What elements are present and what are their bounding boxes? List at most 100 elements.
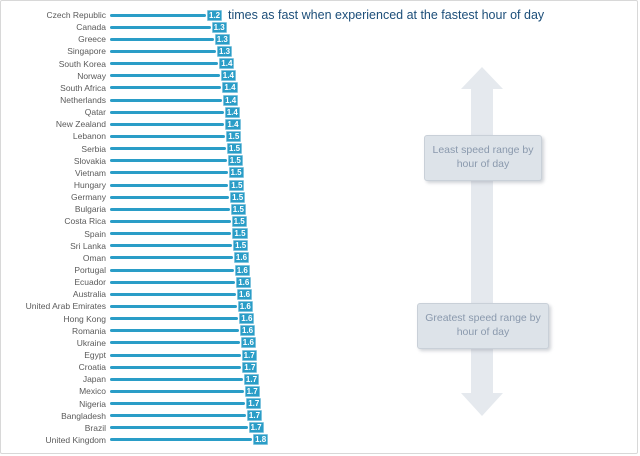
value-badge: 1.4 — [224, 106, 240, 118]
chart-row: Canada 1.3 — [9, 21, 268, 33]
bar-line — [110, 268, 234, 272]
chart-row: Norway 1.4 — [9, 70, 268, 82]
chart-row: Lebanon 1.5 — [9, 130, 268, 142]
value-badge: 1.7 — [243, 373, 260, 385]
bar-line — [110, 62, 219, 66]
country-label: United Kingdom — [45, 434, 106, 445]
value-badge: 1.5 — [233, 240, 249, 252]
bar-line — [110, 183, 229, 187]
chart-row: Ecuador 1.6 — [9, 276, 268, 288]
chart-row: South Korea 1.4 — [9, 58, 268, 70]
value-badge: 1.6 — [239, 313, 255, 325]
country-label: Norway — [77, 70, 106, 81]
bar-line — [110, 280, 236, 284]
greatest-range-label-box: Greatest speed range by hour of day — [417, 303, 549, 349]
value-badge: 1.4 — [222, 82, 238, 94]
country-label: Egypt — [84, 350, 106, 360]
chart-row: Costa Rica 1.5 — [9, 215, 268, 227]
country-label: Slovakia — [73, 155, 106, 166]
value-badge: 1.3 — [211, 21, 227, 33]
value-badge: 1.7 — [246, 398, 262, 410]
country-label: Czech Republic — [46, 10, 106, 21]
chart-row: Germany 1.5 — [9, 191, 268, 203]
value-badge: 1.5 — [230, 191, 246, 203]
chart-row: New Zealand 1.4 — [9, 118, 268, 130]
country-label: Mexico — [79, 386, 106, 397]
chart-row: Mexico 1.7 — [9, 385, 268, 397]
country-label: Bulgaria — [74, 204, 106, 215]
bar-line — [110, 195, 230, 199]
bar-line — [110, 377, 243, 381]
chart-row: Vietnam 1.5 — [9, 167, 268, 179]
chart-title: times as fast when experienced at the fa… — [228, 8, 545, 22]
value-badge: 1.7 — [244, 385, 260, 397]
bar-line — [110, 317, 239, 321]
bar-line — [110, 25, 211, 29]
bar-line — [110, 134, 226, 138]
value-badge: 1.5 — [227, 155, 243, 167]
country-label: Portugal — [74, 265, 106, 276]
value-badge: 1.5 — [230, 203, 246, 215]
country-label: Australia — [72, 289, 106, 300]
chart-row: Oman 1.6 — [9, 252, 268, 264]
bar-line — [110, 341, 240, 345]
chart-row: Nigeria 1.7 — [9, 398, 268, 410]
bar-line — [110, 438, 253, 442]
chart-row: Hong Kong 1.6 — [9, 313, 268, 325]
value-badge: 1.3 — [217, 45, 233, 57]
country-label: Oman — [82, 252, 106, 263]
chart-row: United Kingdom 1.8 — [9, 434, 269, 446]
greatest-range-label: Greatest speed range by hour of day — [425, 312, 541, 338]
chart-row: South Africa 1.4 — [9, 82, 268, 94]
bar-line — [110, 110, 224, 114]
value-badge: 1.6 — [237, 288, 253, 300]
chart-row: Singapore 1.3 — [9, 45, 268, 57]
country-label: Brazil — [84, 422, 106, 433]
country-label: Serbia — [81, 143, 106, 154]
country-label: United Arab Emirates — [25, 301, 106, 312]
value-badge: 1.6 — [240, 325, 256, 337]
chart-row: Slovakia 1.5 — [9, 155, 268, 167]
country-label: Japan — [82, 374, 106, 385]
bar-line — [110, 219, 231, 223]
bar-line — [110, 86, 222, 90]
bar-line — [110, 207, 230, 211]
bar-line — [110, 159, 227, 163]
bar-line — [110, 365, 242, 369]
country-label: Germany — [71, 192, 106, 203]
country-label: Lebanon — [72, 131, 106, 142]
bar-line — [110, 171, 228, 175]
country-label: South Korea — [58, 58, 106, 69]
country-label: South Africa — [60, 82, 106, 93]
value-badge: 1.6 — [240, 337, 256, 349]
bar-line — [110, 49, 216, 53]
bar-line — [110, 292, 236, 296]
bar-line — [110, 402, 246, 406]
bar-line — [110, 122, 225, 126]
value-badge: 1.5 — [231, 215, 247, 227]
chart-row: Spain 1.5 — [9, 228, 268, 240]
country-label: Canada — [76, 22, 106, 33]
range-arrow-icon — [461, 67, 503, 416]
value-badge: 1.5 — [227, 143, 243, 155]
bar-line — [110, 353, 241, 357]
country-label: Romania — [71, 325, 106, 336]
bar-line — [110, 389, 244, 393]
bar-line — [110, 147, 226, 151]
chart-row: Egypt 1.7 — [9, 349, 268, 361]
bar-line — [110, 329, 239, 333]
value-badge: 1.7 — [248, 422, 264, 434]
chart-row: Czech Republic 1.2 — [9, 9, 268, 21]
bar-line — [110, 244, 233, 248]
country-label: Spain — [84, 228, 106, 239]
country-label: Costa Rica — [64, 216, 106, 227]
chart-row: Greece 1.3 — [9, 33, 268, 45]
chart-row: Australia 1.6 — [9, 288, 268, 300]
chart-row: Croatia 1.7 — [9, 361, 268, 373]
value-badge: 1.5 — [228, 167, 244, 179]
country-label: Singapore — [67, 46, 106, 57]
value-badge: 1.4 — [223, 94, 239, 106]
chart-row: Romania 1.6 — [9, 325, 268, 337]
value-badge: 1.4 — [225, 118, 241, 130]
country-label: Ecuador — [74, 277, 106, 288]
